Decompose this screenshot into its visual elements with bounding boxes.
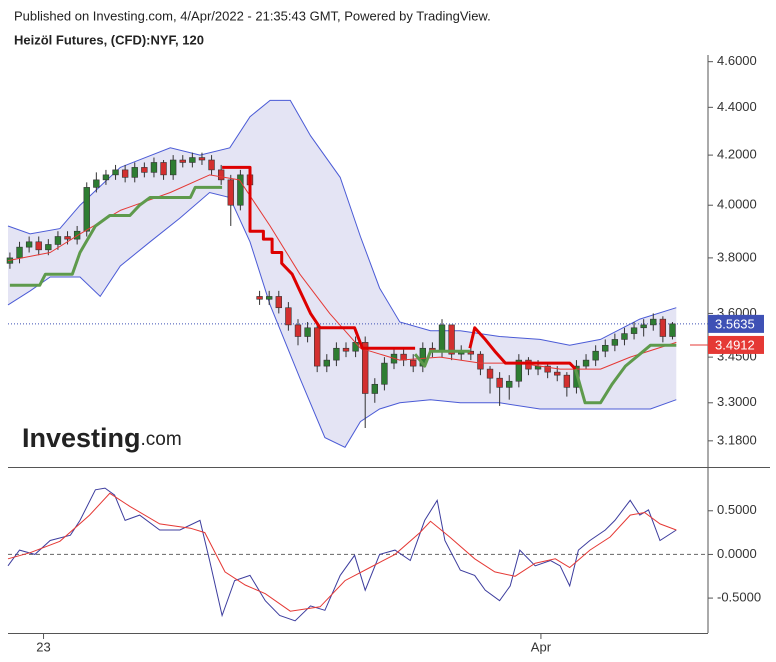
candle-body [602,344,609,352]
candle-body [438,324,446,352]
candle-body [554,371,561,376]
watermark-suffix: .com [141,429,182,450]
y-tick-label: 4.0000 [717,197,757,212]
candle-body [35,241,42,251]
candle-body [496,377,503,388]
candle-body [621,333,628,340]
candle-body [611,339,619,346]
candle-body [227,179,234,206]
candle-body [563,374,571,388]
y-tick-label: -0.5000 [717,590,761,605]
candle-body [25,241,33,248]
candle-body [582,359,590,367]
candle-body [333,347,340,361]
price-marker-box [708,314,764,333]
candle-body [592,350,599,361]
candle-body [217,169,225,181]
y-tick-label: 4.6000 [717,53,757,68]
candle-body [294,324,302,337]
candle-body [362,342,369,394]
candle-body [515,359,523,382]
price-marker-label: 3.4912 [715,337,755,352]
candle-body [265,296,273,300]
candle-body [54,236,62,245]
candle-body [323,359,330,367]
candle-body [131,167,138,178]
y-tick-label: 0.5000 [717,502,757,517]
candle-body [304,327,311,337]
candle-body [381,362,388,385]
candle-body [150,162,158,173]
y-tick-label: 4.2000 [717,147,757,162]
candle-body [477,353,484,370]
candle-body [544,365,551,373]
candle-body [410,359,417,367]
candle-body [179,159,186,163]
y-tick-label: 3.3000 [717,394,757,409]
candle-body [256,296,263,300]
candle-body [352,342,359,352]
price-marker-box [708,335,764,354]
candle-body [506,380,513,388]
indicator-line [9,185,677,405]
candle-body [45,244,52,251]
candle-body [93,179,100,188]
chart-title: Heizöl Futures, (CFD):NYF, 120 [14,32,204,47]
candle-body [640,324,647,329]
candle-body [669,323,676,337]
candle-body [630,327,638,334]
oscillator-line [7,492,677,612]
candle-body [237,174,244,206]
candle-body [314,327,321,367]
candle-body [198,157,206,161]
candle-body [208,159,215,171]
candle-body [659,318,667,337]
band-lower [7,191,677,448]
band-fill [8,100,677,448]
x-tick-label: 23 [36,639,50,654]
candle-body [371,383,378,394]
candle-body [486,368,494,379]
candle-body [275,296,282,309]
watermark: Investing.com [22,423,182,453]
x-tick-label: Apr [531,639,552,654]
y-tick-label: 3.8000 [717,249,757,264]
y-tick-label: 4.4000 [717,99,757,114]
price-marker-label: 3.5635 [715,316,755,331]
candle-body [121,169,129,178]
published-note: Published on Investing.com, 4/Apr/2022 -… [14,8,491,23]
candle-body [169,159,177,176]
candle-body [342,347,350,352]
indicator-line [7,174,677,370]
y-tick-label: 3.1800 [717,432,757,447]
candle-body [16,246,23,259]
candle-body [112,169,119,176]
candle-body [448,324,455,355]
candle-body [285,307,292,326]
watermark-brand: Investing [22,423,141,453]
indicator-line [222,165,577,371]
candle-body [64,236,71,240]
candle-body [650,318,657,326]
candle-body [141,167,148,173]
candle-body [189,157,196,163]
y-tick-label: 0.0000 [717,546,757,561]
candle-body [83,187,90,232]
candle-body [160,162,167,176]
candle-body [102,174,110,181]
